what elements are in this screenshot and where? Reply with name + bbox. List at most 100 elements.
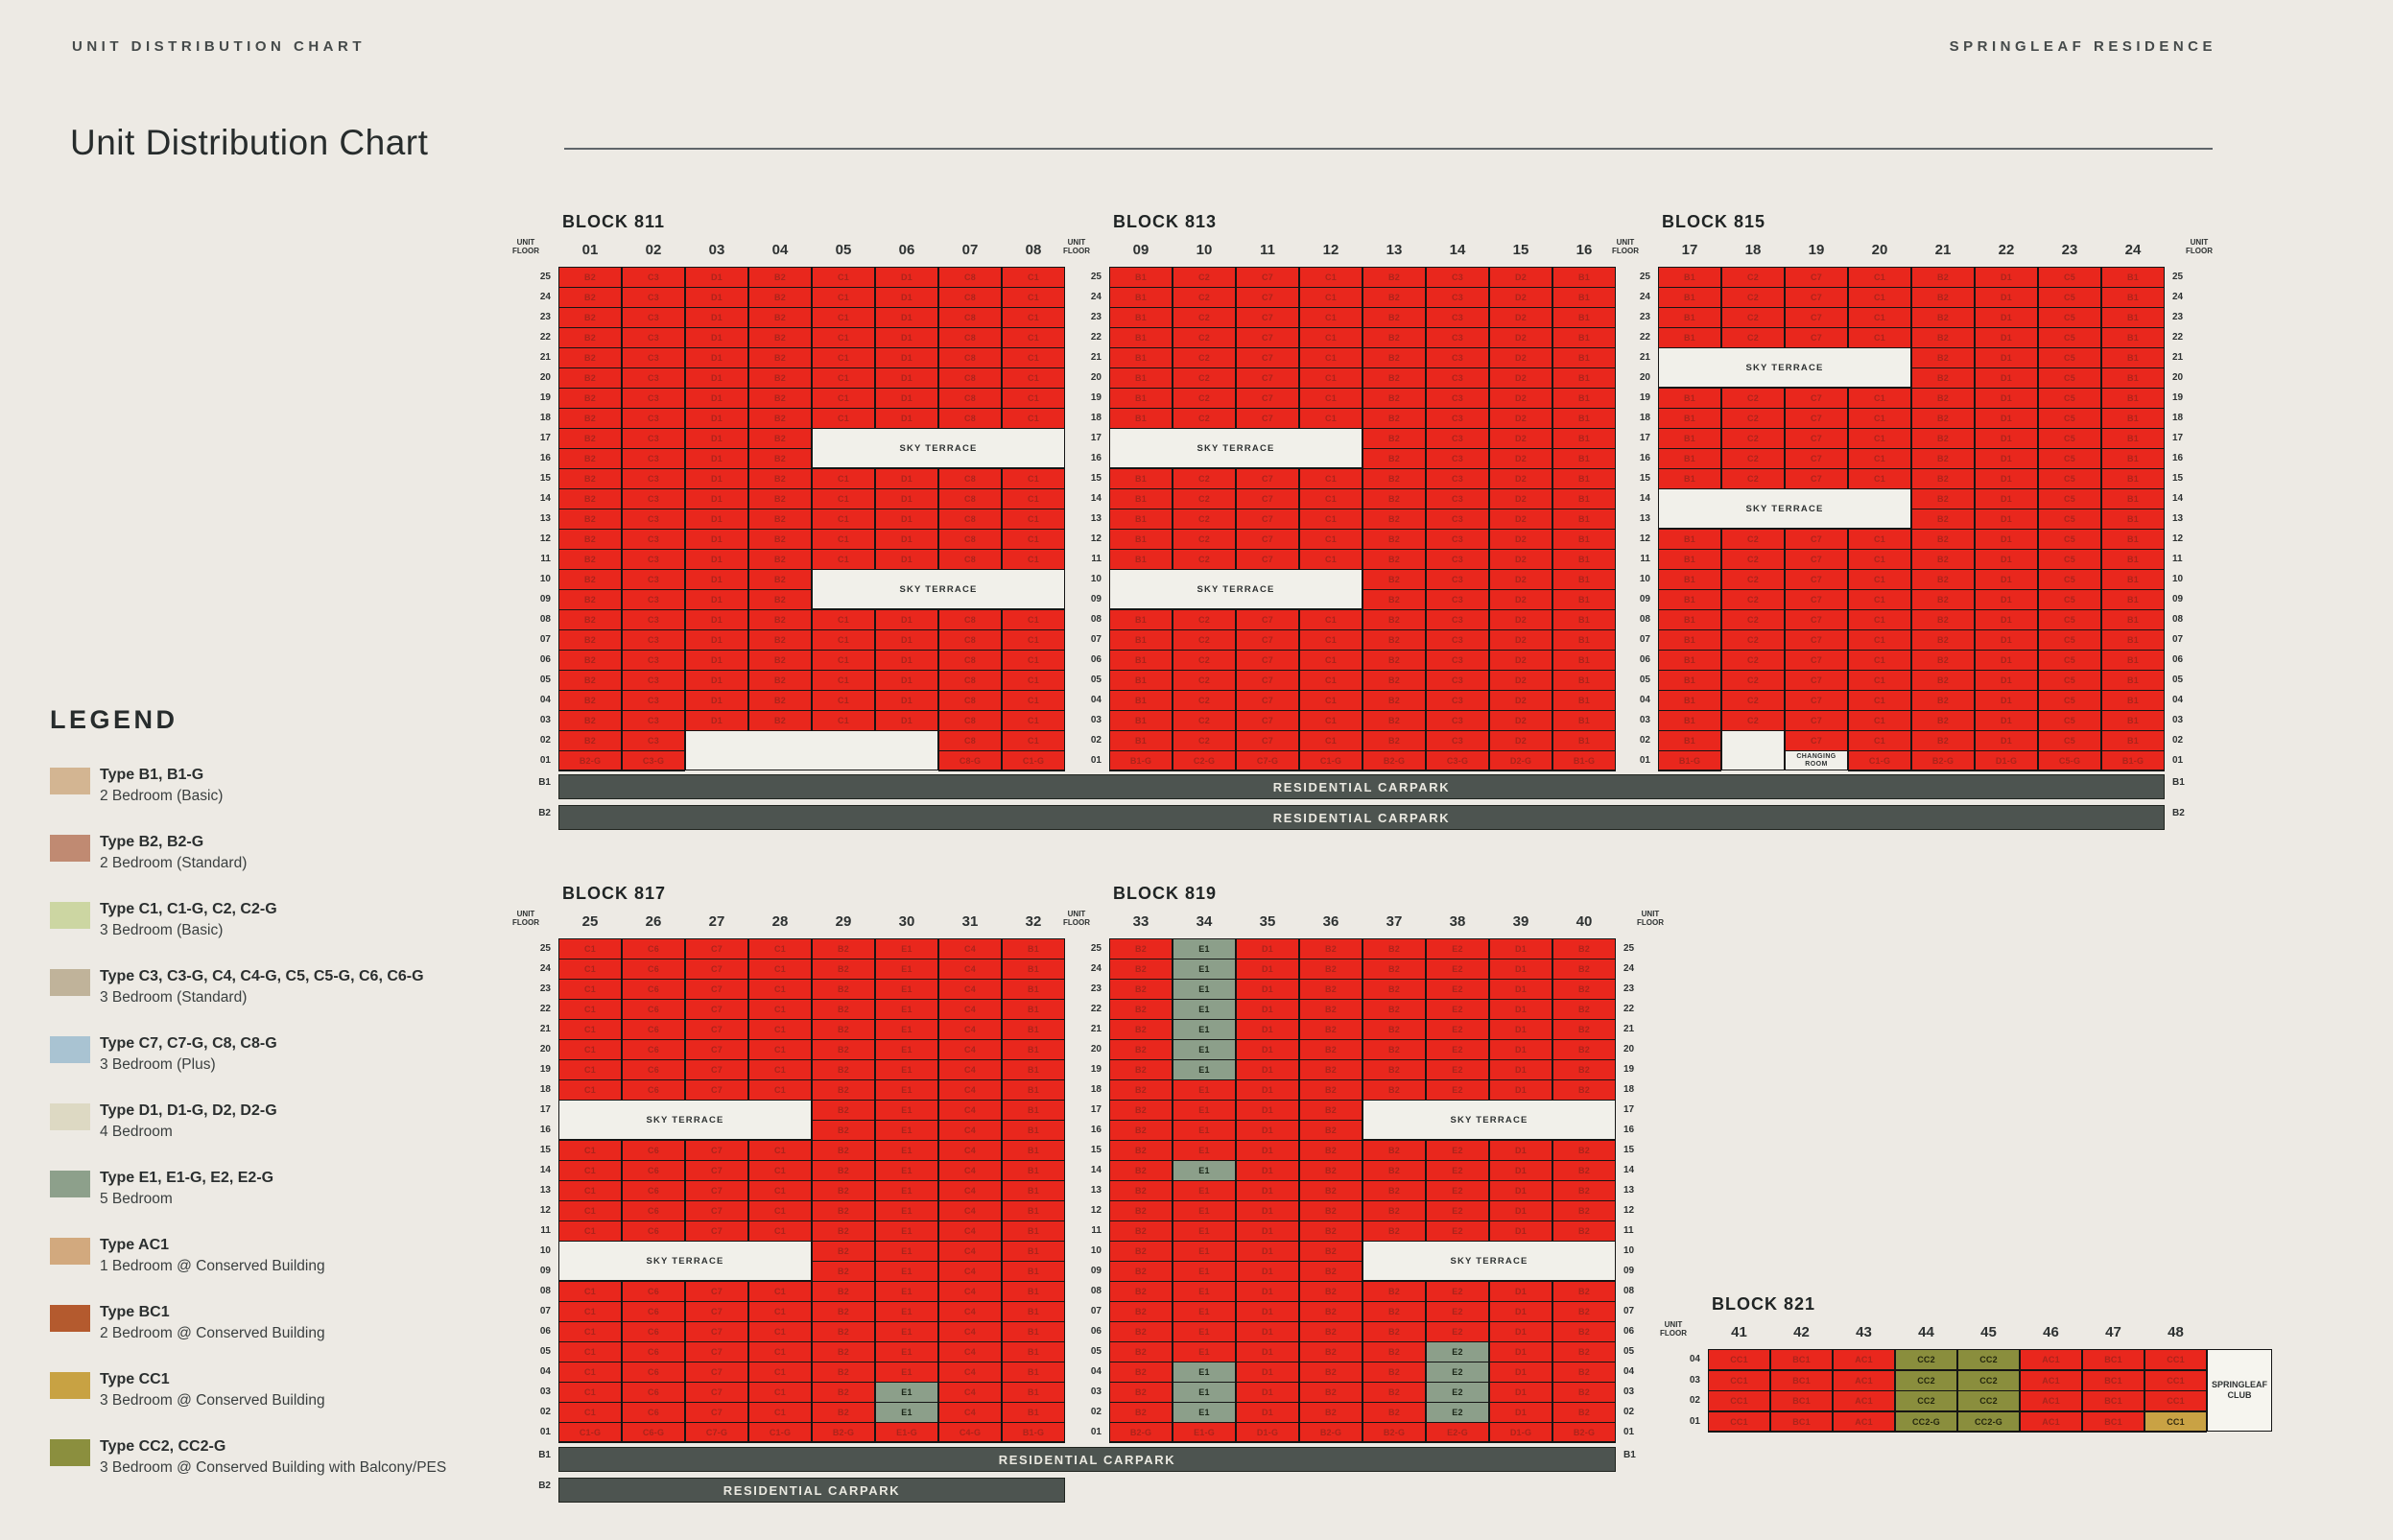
unit-cell: CC2 bbox=[1895, 1369, 1957, 1391]
unit-cell: C1 bbox=[812, 488, 875, 509]
unit-cell: B1 bbox=[2101, 690, 2165, 711]
legend-swatch bbox=[50, 1305, 90, 1332]
unit-cell: C7 bbox=[1236, 690, 1299, 711]
unit-cell: B2 bbox=[1299, 1261, 1362, 1282]
floor-label: 19 bbox=[2172, 392, 2184, 403]
unit-cell: C6 bbox=[622, 1301, 685, 1322]
unit-cell: E2 bbox=[1426, 1220, 1489, 1242]
unit-cell: B1 bbox=[2101, 408, 2165, 429]
unit-cell: B2 bbox=[1362, 267, 1426, 288]
unit-cell: E2 bbox=[1426, 1019, 1489, 1040]
unit-cell: B1 bbox=[1552, 428, 1616, 449]
unit-cell: C5 bbox=[2038, 730, 2101, 751]
unit-cell: C2 bbox=[1721, 609, 1785, 630]
floor-label: 17 bbox=[539, 433, 551, 443]
unit-cell: C7 bbox=[1785, 730, 1848, 751]
floor-label: 16 bbox=[539, 453, 551, 463]
floor-label: 19 bbox=[1623, 1064, 1635, 1075]
unit-cell: C2-G bbox=[1173, 750, 1236, 771]
unit-cell: B1 bbox=[1002, 1059, 1065, 1080]
floor-label: 20 bbox=[1623, 1044, 1635, 1054]
stack-number: 10 bbox=[1196, 242, 1213, 258]
floor-label: 11 bbox=[1091, 1225, 1102, 1236]
unit-cell: C8 bbox=[938, 650, 1002, 671]
unit-cell: D2 bbox=[1489, 468, 1552, 489]
floor-label: 03 bbox=[1090, 715, 1102, 725]
unit-cell: C2 bbox=[1173, 509, 1236, 530]
sky-terrace: SKY TERRACE bbox=[1109, 569, 1362, 609]
legend-swatch bbox=[50, 835, 90, 862]
sky-terrace: SKY TERRACE bbox=[1658, 488, 1911, 529]
unit-cell: BC1 bbox=[2082, 1349, 2144, 1370]
unit-cell: C1 bbox=[812, 327, 875, 348]
unit-cell: E2 bbox=[1426, 938, 1489, 960]
unit-floor-header: UNIT FLOOR bbox=[1063, 238, 1090, 255]
unit-cell: AC1 bbox=[2020, 1349, 2082, 1370]
floor-label: 12 bbox=[1639, 533, 1650, 544]
unit-cell: C1 bbox=[812, 287, 875, 308]
unit-cell: B1 bbox=[1109, 388, 1173, 409]
unit-cell: C2 bbox=[1173, 529, 1236, 550]
unit-cell: C5 bbox=[2038, 529, 2101, 550]
unit-cell: C5 bbox=[2038, 287, 2101, 308]
unit-cell: B2 bbox=[558, 670, 622, 691]
unit-cell: C3 bbox=[1426, 408, 1489, 429]
unit-cell: E2 bbox=[1426, 959, 1489, 980]
floor-label: 15 bbox=[1090, 473, 1102, 484]
unit-cell: C1 bbox=[558, 1341, 622, 1362]
unit-cell: C1 bbox=[1848, 650, 1911, 671]
unit-cell: B2 bbox=[1911, 468, 1975, 489]
unit-cell: B2 bbox=[1911, 307, 1975, 328]
floor-label: 04 bbox=[539, 695, 551, 705]
floor-label: 06 bbox=[1090, 654, 1102, 665]
legend-item-desc: 4 Bedroom bbox=[100, 1124, 173, 1140]
unit-cell: C4 bbox=[938, 1200, 1002, 1221]
unit-cell: C5 bbox=[2038, 569, 2101, 590]
unit-cell: C7 bbox=[685, 999, 748, 1020]
unit-cell: D1 bbox=[1489, 1362, 1552, 1383]
unit-cell: B1-G bbox=[1552, 750, 1616, 771]
unit-cell: B2-G bbox=[1552, 1422, 1616, 1443]
unit-cell: CC1 bbox=[2144, 1349, 2207, 1370]
unit-cell: C4 bbox=[938, 1059, 1002, 1080]
unit-cell: C1 bbox=[812, 408, 875, 429]
unit-cell: B1 bbox=[1002, 1281, 1065, 1302]
unit-cell: B2 bbox=[1299, 979, 1362, 1000]
unit-cell: B2 bbox=[812, 979, 875, 1000]
unit-cell: B1 bbox=[1658, 267, 1721, 288]
floor-label: 08 bbox=[1090, 614, 1102, 625]
floor-label: 23 bbox=[2172, 312, 2184, 322]
floor-label: 15 bbox=[1623, 1145, 1635, 1155]
unit-cell: C2 bbox=[1173, 549, 1236, 570]
floor-label: 16 bbox=[539, 1125, 551, 1135]
unit-cell: B2 bbox=[1362, 959, 1426, 980]
unit-cell: D1 bbox=[1236, 1261, 1299, 1282]
unit-cell: B2 bbox=[1299, 938, 1362, 960]
stack-number: 04 bbox=[771, 242, 789, 258]
unit-cell: E1 bbox=[875, 979, 938, 1000]
unit-cell: C6 bbox=[622, 1160, 685, 1181]
unit-cell: C3 bbox=[622, 529, 685, 550]
unit-cell: D1 bbox=[875, 307, 938, 328]
unit-cell: AC1 bbox=[1833, 1410, 1895, 1433]
unit-cell: B1 bbox=[1552, 307, 1616, 328]
unit-cell: C8 bbox=[938, 730, 1002, 751]
stack-number: 45 bbox=[1980, 1324, 1997, 1340]
unit-cell: D1 bbox=[1489, 1301, 1552, 1322]
unit-cell: C1 bbox=[1848, 267, 1911, 288]
unit-cell: E1 bbox=[1173, 1019, 1236, 1040]
unit-cell: B2 bbox=[1109, 999, 1173, 1020]
unit-cell: C5 bbox=[2038, 629, 2101, 651]
stack-number: 29 bbox=[835, 913, 852, 930]
unit-cell: D1 bbox=[1236, 1382, 1299, 1403]
unit-cell: C3 bbox=[622, 327, 685, 348]
unit-cell: B2 bbox=[1552, 999, 1616, 1020]
unit-cell: C1 bbox=[812, 367, 875, 389]
unit-cell: C2 bbox=[1173, 307, 1236, 328]
unit-cell: B2 bbox=[1552, 1321, 1616, 1342]
unit-cell: D1 bbox=[1236, 979, 1299, 1000]
unit-cell: B2 bbox=[558, 408, 622, 429]
unit-cell: C8 bbox=[938, 327, 1002, 348]
floor-label: 15 bbox=[1639, 473, 1650, 484]
unit-cell: B2 bbox=[558, 327, 622, 348]
